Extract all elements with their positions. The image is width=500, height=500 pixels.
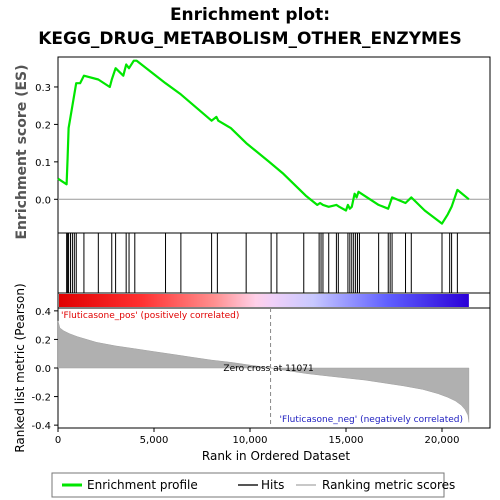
hits-panel (57, 232, 491, 294)
x-tick-label: 20,000 (425, 435, 460, 446)
ranking-y-axis-label: Ranked list metric (Pearson) (13, 283, 27, 452)
es-plot-frame (57, 56, 491, 234)
ranking-metric-area (57, 320, 470, 423)
enrichment-score-panel: 0.0 0.1 0.2 0.3 (35, 56, 491, 234)
x-tick-label: 0 (55, 435, 61, 446)
x-tick-label: 5,000 (140, 435, 169, 446)
chart-title-line1: Enrichment plot: (170, 5, 330, 25)
positive-correlation-label: 'Fluticasone_pos' (positively correlated… (61, 311, 239, 321)
es-y-axis-label: Enrichment score (ES) (14, 64, 30, 239)
zero-cross-label: Zero cross at 11071 (223, 364, 313, 374)
legend-entry-label: Hits (261, 478, 284, 492)
x-axis-label: Rank in Ordered Dataset (202, 449, 350, 463)
legend-entry-label: Ranking metric scores (322, 478, 455, 492)
negative-correlation-label: 'Fluticasone_neg' (negatively correlated… (280, 415, 463, 425)
x-tick-label: 15,000 (329, 435, 364, 446)
ranking-y-tick-label: 0.0 (35, 364, 51, 375)
ranking-y-tick-label: 0.4 (35, 307, 51, 318)
heat-strip (59, 294, 469, 307)
ranking-y-tick-label: 0.2 (35, 335, 51, 346)
chart-title-line2: KEGG_DRUG_METABOLISM_OTHER_ENZYMES (38, 29, 462, 49)
es-y-tick-label: 0.1 (35, 158, 51, 169)
es-y-tick-label: 0.2 (35, 120, 51, 131)
legend-entry-label: Enrichment profile (87, 478, 198, 492)
es-y-tick-label: 0.0 (35, 195, 51, 206)
ranking-metric-panel: 0.4 0.2 0.0 -0.2 -0.4 'Fluticasone_pos' (posi… (31, 307, 491, 446)
ranking-heatmap-bar (57, 292, 491, 309)
es-y-tick-label: 0.3 (35, 83, 51, 94)
ranking-y-tick-label: -0.2 (31, 393, 51, 404)
hits-frame (57, 232, 491, 294)
x-tick-label: 10,000 (233, 435, 268, 446)
ranking-y-tick-label: -0.4 (31, 421, 51, 432)
legend: Enrichment profile Hits Ranking metric sco… (51, 472, 455, 498)
enrichment-profile-line (57, 59, 470, 225)
